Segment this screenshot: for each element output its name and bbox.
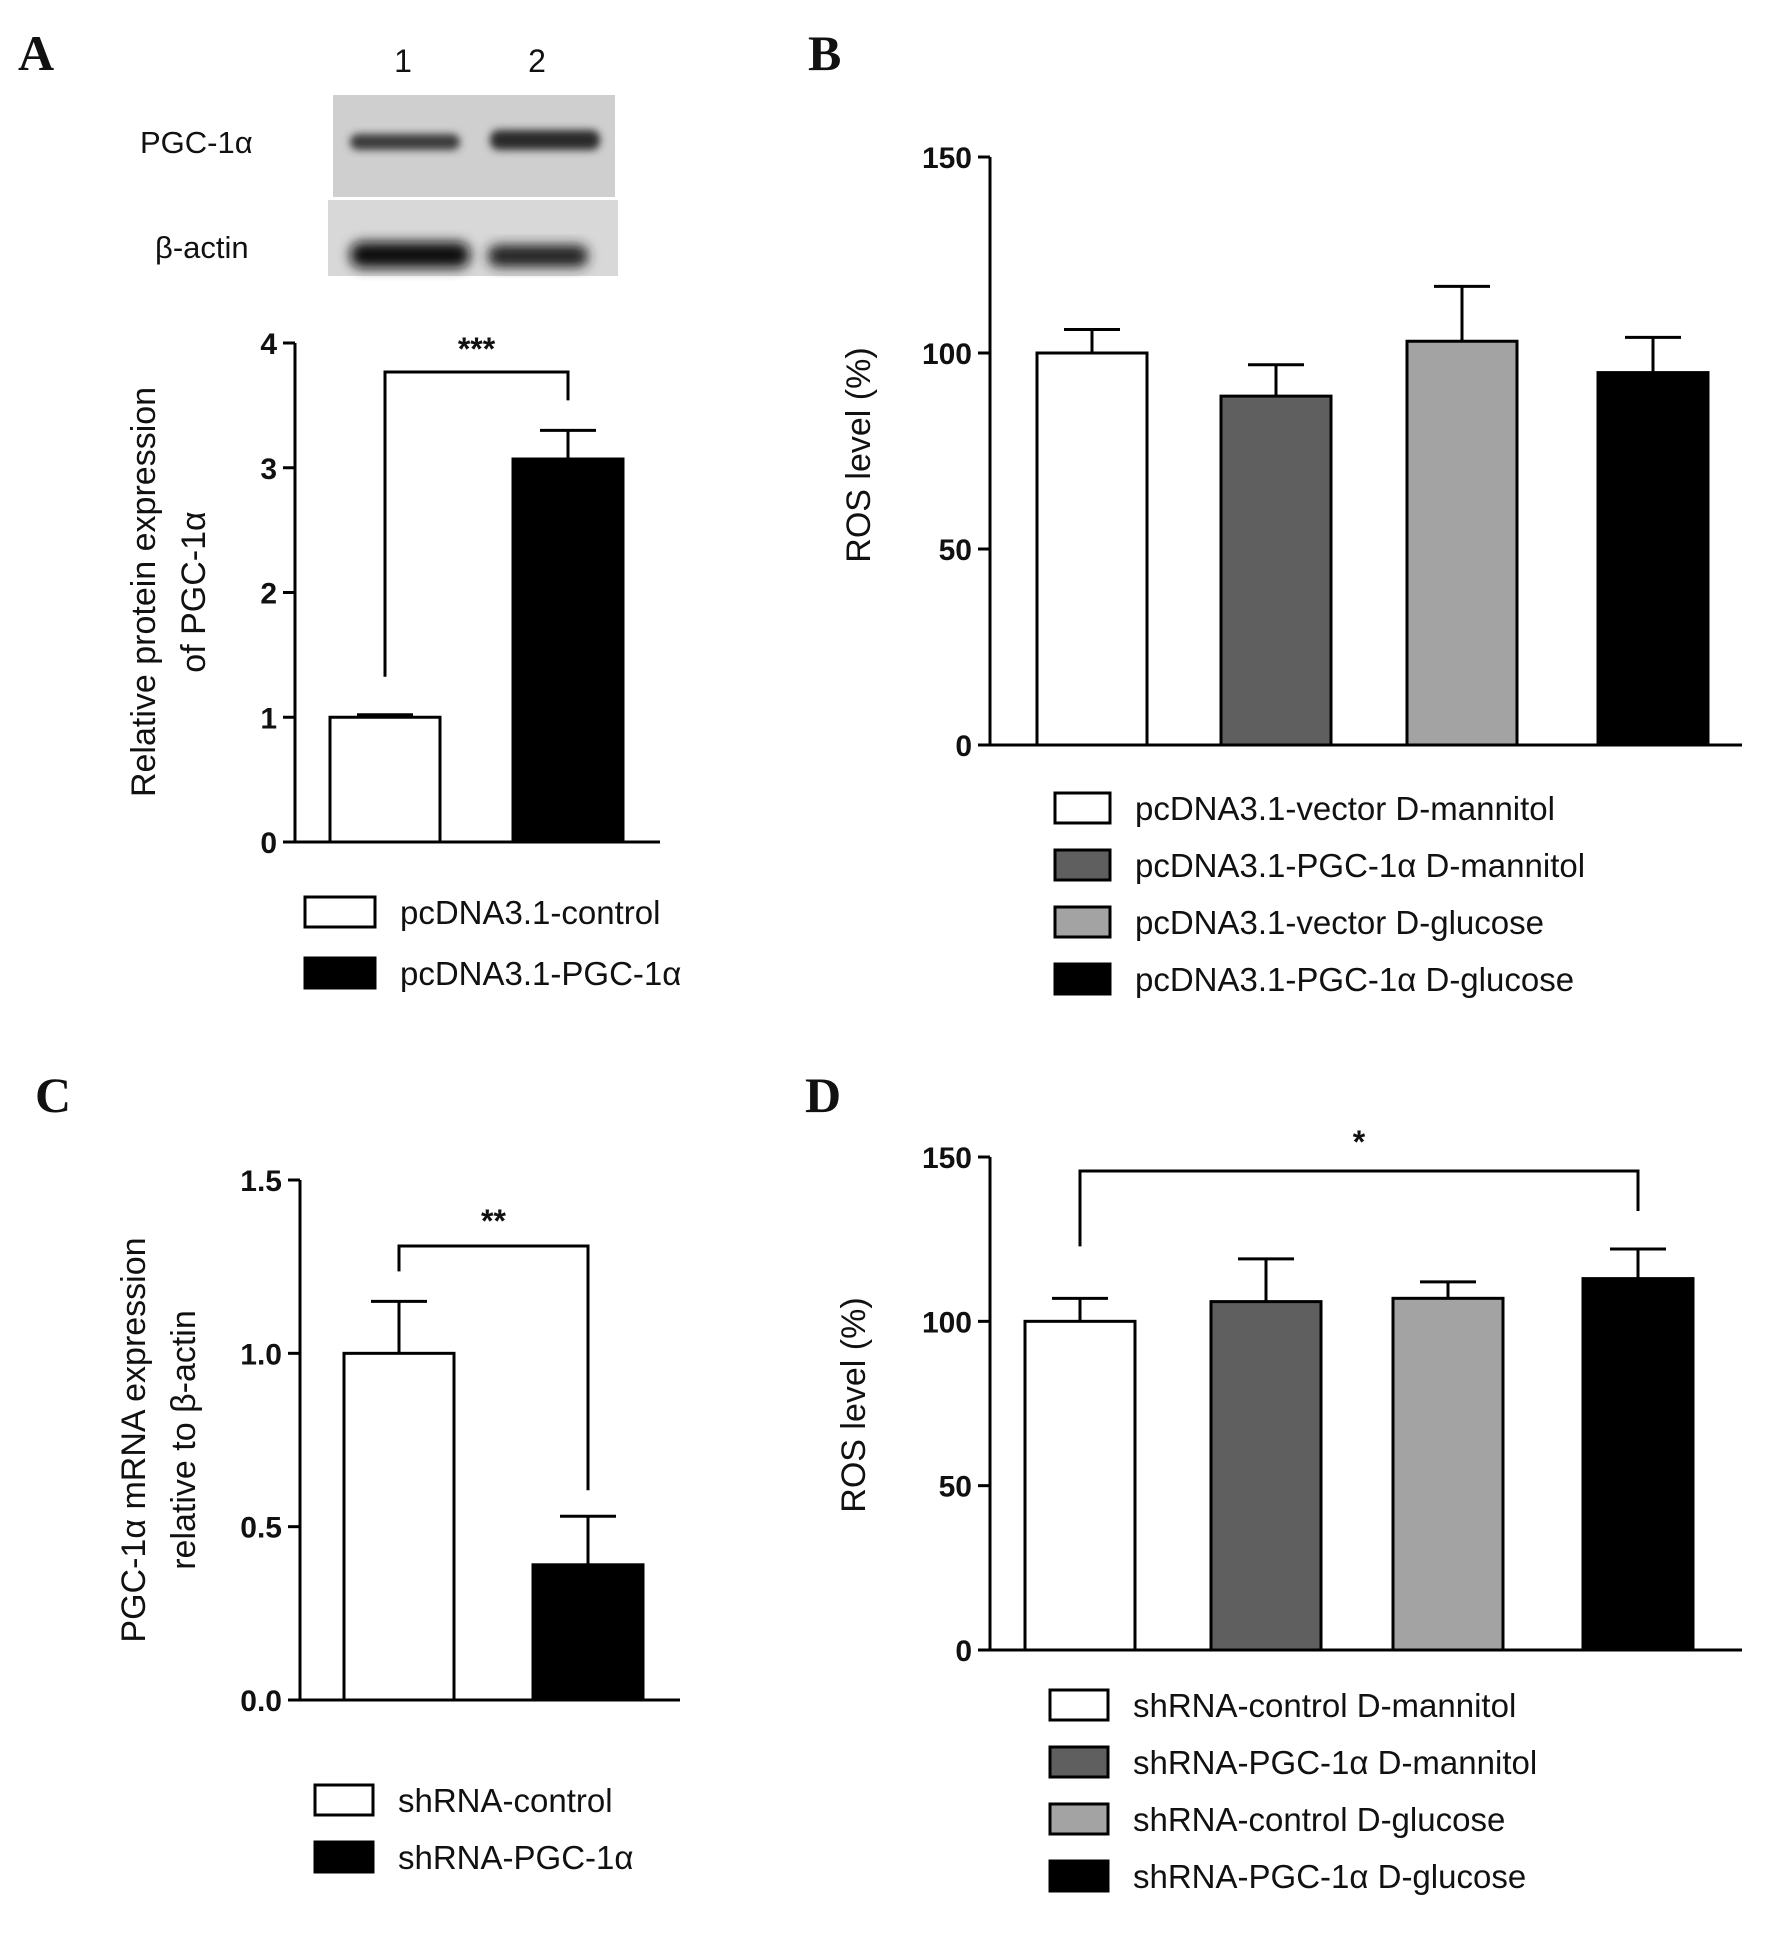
bar (342, 1351, 456, 1702)
bar (511, 457, 625, 844)
blot-bactin-band-lane-1 (350, 242, 470, 268)
bar (1035, 351, 1149, 747)
legend-label: pcDNA3.1-PGC-1α D-mannitol (1135, 847, 1585, 884)
legend-label: pcDNA3.1-vector D-mannitol (1135, 790, 1555, 827)
bar (531, 1563, 645, 1702)
y-tick-label: 1 (260, 702, 277, 735)
legend-swatch (313, 1840, 375, 1874)
legend-swatch (303, 895, 377, 929)
legend-swatch (1048, 1688, 1110, 1722)
legend-label: pcDNA3.1-PGC-1α D-glucose (1135, 961, 1574, 998)
significance-bracket (1078, 1169, 1640, 1247)
bar (1219, 394, 1333, 747)
y-tick-label: 1.5 (240, 1165, 282, 1198)
significance-label: ** (481, 1203, 506, 1239)
y-axis-label: ROS level (%) (840, 347, 878, 562)
legend-label: pcDNA3.1-control (400, 894, 660, 931)
chart-panel-a: 0 1 2 3 4 Relative protein expression of PGC-1… (125, 328, 681, 992)
y-tick-label: 50 (939, 534, 972, 567)
significance-bracket (383, 370, 570, 677)
y-tick-label: 0.5 (240, 1512, 282, 1545)
bar (1581, 1277, 1695, 1652)
legend-label: shRNA-PGC-1α D-mannitol (1133, 1744, 1537, 1781)
bar (1391, 1296, 1505, 1652)
blot-pgc1a-band-lane-2 (490, 130, 600, 150)
y-tick-label: 100 (922, 338, 972, 371)
legend-swatch (1048, 1745, 1110, 1779)
y-tick-label: 4 (260, 328, 277, 361)
y-axis-label: ROS level (%) (835, 1297, 873, 1512)
bar (1405, 339, 1519, 747)
legend-label: pcDNA3.1-vector D-glucose (1135, 904, 1544, 941)
significance-bracket (397, 1244, 590, 1491)
y-tick-label: 150 (922, 1142, 972, 1175)
blot-row-bactin-label: β-actin (155, 230, 249, 265)
legend-label: shRNA-control (398, 1782, 613, 1819)
legend-label: shRNA-control D-glucose (1133, 1801, 1505, 1838)
blot-lane-1-label: 1 (394, 43, 412, 79)
panel-letter-a: A (18, 25, 54, 81)
blot-row-pgc1a-label: PGC-1α (140, 125, 253, 160)
y-tick-label: 1.0 (240, 1338, 282, 1371)
bar (1596, 371, 1710, 747)
y-axis-label: PGC-1α mRNA expression (115, 1237, 153, 1642)
bar (328, 715, 442, 844)
legend-label: shRNA-control D-mannitol (1133, 1687, 1516, 1724)
significance-label: *** (458, 331, 496, 367)
legend-label: pcDNA3.1-PGC-1α (400, 955, 681, 992)
bar (1023, 1319, 1137, 1652)
y-tick-label: 3 (260, 453, 277, 486)
y-axis-label: relative to β-actin (165, 1310, 203, 1570)
legend-swatch (1053, 905, 1112, 939)
legend-swatch (303, 956, 377, 990)
legend-swatch (1048, 1859, 1110, 1893)
blot-bactin-band-lane-2 (488, 245, 588, 267)
blot-pgc1a-band-lane-1 (350, 134, 460, 150)
chart-panel-d: 0 50 100 150 ROS level (%) * shRNA-control D-m… (835, 1124, 1742, 1895)
legend-swatch (1053, 962, 1112, 996)
legend-swatch (313, 1783, 375, 1817)
panel-letter-b: B (808, 25, 841, 81)
bar (1209, 1300, 1323, 1652)
y-tick-label: 0 (955, 730, 972, 763)
western-blot: 1 2 PGC-1α β-actin (140, 43, 618, 276)
panel-letter-c: C (35, 1067, 71, 1123)
y-tick-label: 100 (922, 1306, 972, 1339)
panel-letter-d: D (805, 1067, 841, 1123)
chart-panel-b: 0 50 100 150 ROS level (%) pcDNA3.1-vector D-… (840, 142, 1742, 998)
y-tick-label: 2 (260, 578, 277, 611)
y-tick-label: 50 (939, 1471, 972, 1504)
y-tick-label: 0 (260, 827, 277, 860)
legend-label: shRNA-PGC-1α (398, 1839, 633, 1876)
y-tick-label: 150 (922, 142, 972, 175)
legend-swatch (1053, 848, 1112, 882)
y-tick-label: 0.0 (240, 1685, 282, 1718)
y-tick-label: 0 (955, 1635, 972, 1668)
blot-lane-2-label: 2 (528, 43, 546, 79)
chart-panel-c: 0.0 0.5 1.0 1.5 PGC-1α mRNA expression relati… (115, 1165, 680, 1876)
significance-label: * (1353, 1124, 1366, 1160)
legend-swatch (1053, 791, 1112, 825)
legend-label: shRNA-PGC-1α D-glucose (1133, 1858, 1526, 1895)
legend-swatch (1048, 1802, 1110, 1836)
y-axis-label: Relative protein expression (125, 387, 163, 797)
y-axis-label: of PGC-1α (175, 511, 213, 672)
